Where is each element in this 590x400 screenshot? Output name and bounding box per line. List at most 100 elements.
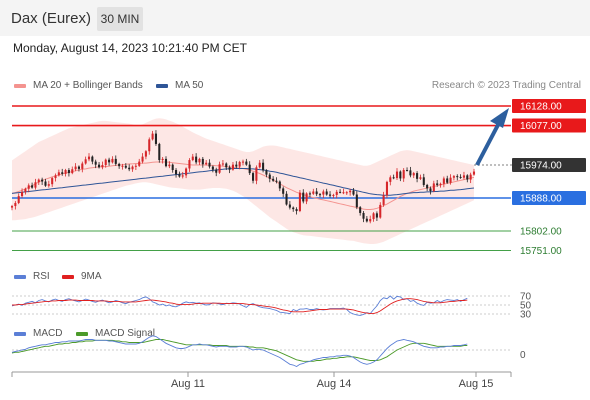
candle-body: [439, 183, 442, 185]
candle: [215, 167, 218, 177]
candle-body: [128, 167, 131, 170]
candle-body: [198, 158, 201, 163]
candle: [295, 207, 298, 215]
support-label: 15751.00: [520, 246, 562, 257]
candle-body: [315, 191, 318, 195]
candle: [355, 191, 358, 210]
candle: [128, 164, 131, 172]
candle-body: [466, 175, 469, 180]
resistance-tag: [512, 118, 586, 133]
candle-body: [362, 212, 365, 219]
candle: [67, 168, 70, 177]
candle-body: [175, 170, 178, 175]
candle-body: [472, 171, 476, 175]
candle: [218, 161, 221, 174]
candle: [57, 169, 60, 177]
candle: [362, 211, 365, 223]
candle-body: [329, 194, 332, 196]
candle-body: [442, 178, 445, 184]
candle-body: [37, 179, 40, 183]
candle-body: [462, 175, 465, 178]
candle-body: [365, 218, 368, 222]
candle-body: [111, 158, 114, 163]
candle-body: [275, 180, 278, 182]
resistance-label: 16077.00: [520, 121, 562, 132]
candle-body: [449, 177, 452, 183]
candle: [305, 192, 308, 205]
rsi-legend-swatch: [14, 275, 26, 279]
candle-body: [21, 191, 24, 197]
candle-body: [262, 162, 265, 171]
candle-body: [412, 173, 415, 176]
candle: [161, 156, 164, 164]
candle: [399, 170, 402, 182]
candle-body: [131, 166, 134, 170]
candle-body: [426, 184, 429, 189]
candle: [74, 163, 77, 172]
candle: [342, 188, 345, 195]
candle: [111, 156, 114, 164]
resistance-tag: [512, 99, 586, 113]
candle: [51, 176, 54, 187]
rsi-ma-line: [12, 298, 468, 315]
candle: [409, 166, 412, 178]
candle-body: [168, 164, 171, 167]
candle: [349, 188, 352, 196]
candle-body: [318, 194, 322, 196]
candle-body: [104, 159, 107, 166]
timeframe-button[interactable]: 30 MIN: [97, 7, 143, 31]
candle: [14, 201, 17, 210]
candle-body: [392, 177, 395, 179]
candle-body: [302, 192, 305, 202]
candle-body: [74, 166, 77, 170]
candle-body: [54, 175, 57, 179]
candle-body: [138, 161, 141, 166]
rsi-line: [11, 295, 468, 316]
candle: [101, 161, 104, 170]
candle: [422, 173, 425, 187]
candle-body: [382, 195, 385, 205]
instrument-title: Dax (Eurex): [11, 10, 92, 27]
candle-body: [312, 191, 315, 194]
candle: [37, 178, 40, 185]
candle-body: [84, 159, 87, 164]
candle: [175, 168, 178, 178]
candle-body: [231, 164, 234, 170]
candle: [221, 160, 224, 167]
candle: [339, 189, 342, 194]
candle: [446, 175, 449, 184]
candle-body: [91, 156, 94, 162]
candle-body: [188, 160, 191, 169]
candle: [452, 175, 455, 181]
last-price-label: 15974.00: [520, 161, 562, 172]
candle-body: [419, 177, 422, 179]
candle: [84, 156, 87, 165]
candle: [10, 204, 14, 211]
candle: [459, 174, 462, 179]
candle-body: [225, 163, 228, 168]
candle-body: [34, 182, 37, 188]
candle-body: [446, 178, 449, 183]
candle-body: [272, 178, 275, 181]
candle: [231, 161, 234, 171]
candle-body: [255, 167, 258, 181]
candle-body: [342, 192, 345, 194]
macd-signal-legend-swatch: [76, 332, 88, 336]
candle: [248, 161, 251, 175]
chart-header: Dax (Eurex) 30 MIN: [0, 0, 590, 36]
candle-body: [278, 181, 281, 189]
candle: [154, 130, 157, 146]
candle-body: [81, 163, 84, 169]
ma50-legend-swatch: [156, 84, 168, 88]
candle-body: [406, 170, 409, 172]
candle: [141, 153, 144, 164]
rsi-ma-legend-label: 9MA: [81, 271, 102, 282]
candle: [412, 171, 415, 179]
candle-body: [422, 177, 425, 185]
candle-body: [221, 163, 224, 165]
candle: [81, 161, 84, 173]
candle: [268, 172, 271, 183]
candle-body: [335, 191, 338, 195]
macd-legend-label: MACD: [33, 328, 63, 339]
candle-body: [375, 213, 378, 218]
